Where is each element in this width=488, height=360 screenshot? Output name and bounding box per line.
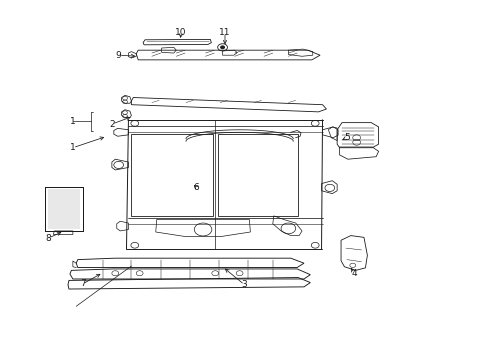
- Text: 8: 8: [45, 234, 51, 243]
- Text: 4: 4: [351, 269, 356, 278]
- Text: 2: 2: [109, 120, 115, 129]
- Text: 5: 5: [344, 133, 349, 142]
- Text: 9: 9: [116, 51, 122, 60]
- Text: 3: 3: [241, 280, 247, 289]
- Circle shape: [220, 46, 224, 49]
- Text: 11: 11: [219, 28, 230, 37]
- Polygon shape: [47, 189, 80, 229]
- Text: 1: 1: [70, 143, 76, 152]
- Text: 7: 7: [80, 279, 85, 288]
- Text: 6: 6: [193, 183, 199, 192]
- Text: 1: 1: [70, 117, 76, 126]
- Text: 10: 10: [175, 28, 186, 37]
